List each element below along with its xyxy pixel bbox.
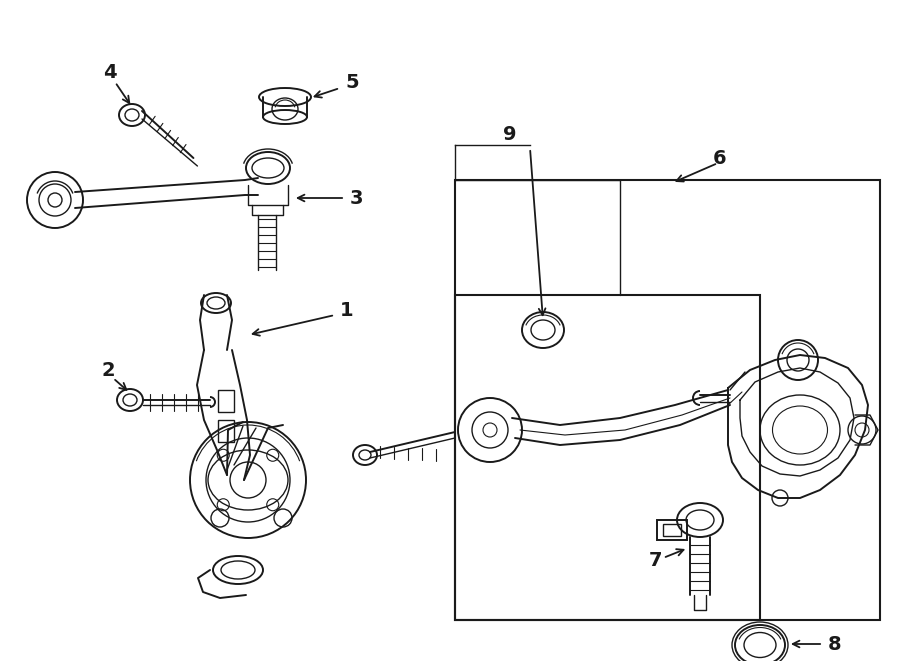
- Text: 6: 6: [713, 149, 727, 167]
- Text: 5: 5: [345, 73, 358, 91]
- Bar: [218, 390, 234, 412]
- Bar: [455, 295, 760, 620]
- Text: 7: 7: [648, 551, 662, 570]
- Bar: [663, 524, 681, 536]
- Text: 2: 2: [101, 360, 115, 379]
- Text: 4: 4: [104, 63, 117, 81]
- Text: 1: 1: [340, 301, 354, 319]
- Bar: [218, 420, 234, 442]
- Text: 9: 9: [503, 126, 517, 145]
- Bar: [657, 520, 687, 540]
- Text: 8: 8: [828, 635, 842, 654]
- Text: 3: 3: [350, 188, 364, 208]
- Bar: [455, 180, 880, 620]
